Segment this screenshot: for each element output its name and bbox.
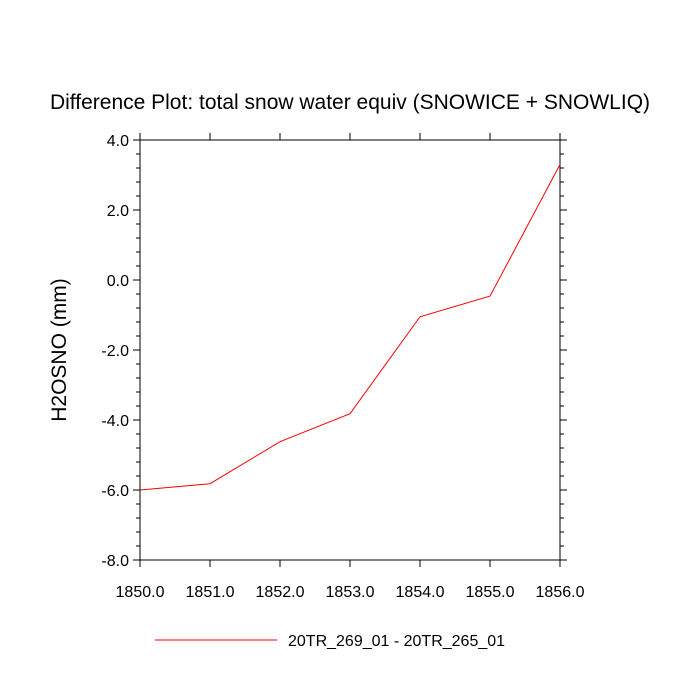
series-line — [139, 164, 561, 491]
y-tick-label: 0.0 — [107, 273, 129, 290]
x-tick-label: 1856.0 — [536, 584, 585, 601]
legend-label: 20TR_269_01 - 20TR_265_01 — [288, 633, 505, 650]
x-tick-labels: 1850.0 1851.0 1852.0 1853.0 1854.0 1855.0 1856… — [116, 584, 585, 601]
y-tick-label: -4.0 — [101, 413, 129, 430]
y-tick-label: -2.0 — [101, 343, 129, 360]
x-tick-label: 1855.0 — [466, 584, 515, 601]
x-tick-label: 1851.0 — [186, 584, 235, 601]
y-tick-label: 2.0 — [107, 203, 129, 220]
chart-title: Difference Plot: total snow water equiv … — [50, 91, 650, 114]
y-axis-label: H2OSNO (mm) — [48, 278, 71, 422]
axis-ticks — [133, 133, 567, 567]
legend: 20TR_269_01 - 20TR_265_01 — [155, 633, 505, 650]
y-tick-labels: 4.0 2.0 0.0 -2.0 -4.0 -6.0 -8.0 — [101, 133, 129, 570]
y-tick-label: -6.0 — [101, 483, 129, 500]
series-group — [139, 164, 561, 491]
y-tick-label: 4.0 — [107, 133, 129, 150]
x-tick-label: 1853.0 — [326, 584, 375, 601]
x-tick-label: 1854.0 — [396, 584, 445, 601]
x-tick-label: 1850.0 — [116, 584, 165, 601]
plot-frame — [139, 139, 561, 561]
x-tick-label: 1852.0 — [256, 584, 305, 601]
y-tick-label: -8.0 — [101, 553, 129, 570]
